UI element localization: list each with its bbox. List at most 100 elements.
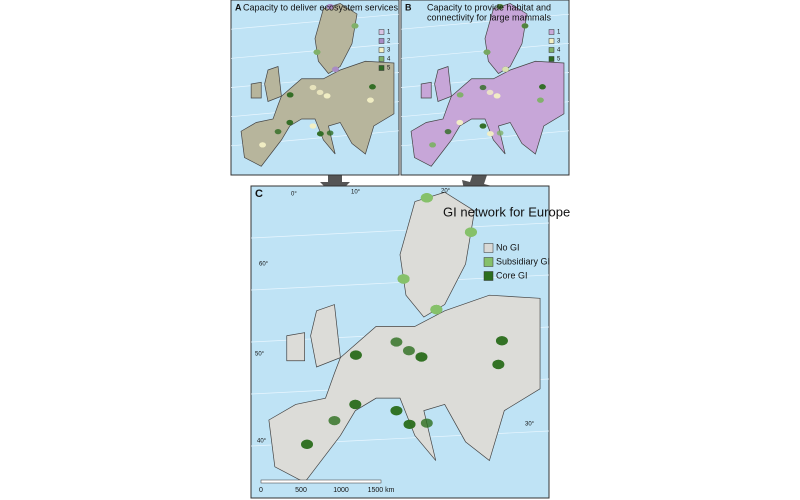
land-patch <box>539 84 546 90</box>
land-patch <box>537 97 544 103</box>
land-patch <box>309 84 317 91</box>
land <box>420 81 432 99</box>
land-patch <box>430 304 443 315</box>
land-patch <box>420 418 433 428</box>
land-patch <box>415 352 428 362</box>
land-patch <box>316 89 324 96</box>
land-patch <box>301 439 313 450</box>
land <box>268 294 541 483</box>
land-patch <box>402 346 415 356</box>
land-patch <box>397 274 410 284</box>
land-patch <box>390 337 403 347</box>
land-patch <box>286 119 294 126</box>
land-patch <box>487 131 494 137</box>
land <box>264 66 282 102</box>
legend-label: 5 <box>557 57 561 63</box>
land-patch <box>369 84 376 90</box>
legend-label: No GI <box>496 242 520 252</box>
graticule <box>250 222 550 239</box>
land-patch <box>479 84 487 91</box>
land-patch <box>456 119 464 126</box>
legend-label: Subsidiary GI <box>496 256 550 266</box>
land <box>434 66 452 102</box>
graticule-label: 30° <box>525 422 535 428</box>
land-patch <box>313 49 321 55</box>
legend-swatch <box>378 38 385 44</box>
land-patch <box>274 128 282 135</box>
land-patch <box>483 49 491 55</box>
land-patch <box>502 66 509 72</box>
panel-title: Capacity to provide habitat and <box>427 2 551 12</box>
panel-title: connectivity for large mammals <box>427 12 552 22</box>
land <box>314 3 358 74</box>
land <box>484 3 528 74</box>
land-patch <box>495 336 508 346</box>
legend-label: 3 <box>387 48 391 54</box>
graticule-label: 50° <box>255 352 265 358</box>
graticule-label: 40° <box>257 439 267 445</box>
land-patch <box>323 93 331 99</box>
land-patch <box>259 142 266 148</box>
land <box>399 191 475 318</box>
legend-swatch <box>548 38 555 44</box>
legend-swatch <box>548 29 555 35</box>
land-patch <box>444 128 452 135</box>
land-patch <box>326 4 334 10</box>
graticule <box>400 13 570 30</box>
legend-label: 1 <box>387 30 391 36</box>
legend-label: 1 <box>557 30 561 36</box>
legend-swatch <box>378 65 385 71</box>
land <box>310 304 341 368</box>
panel-title: GI network for Europe <box>443 204 570 219</box>
land-patch <box>486 89 494 96</box>
graticule-label: 20° <box>441 189 451 195</box>
land-patch <box>317 131 324 137</box>
legend-swatch <box>483 243 494 253</box>
land-patch <box>326 130 334 136</box>
land-patch <box>332 66 339 72</box>
panel-title: Capacity to deliver ecosystem services <box>243 2 399 12</box>
land-patch <box>309 123 317 129</box>
legend-swatch <box>378 29 385 35</box>
panel-label: B <box>405 2 412 12</box>
land-patch <box>496 4 504 10</box>
scale-label: 500 <box>295 487 307 494</box>
land-patch <box>456 92 464 98</box>
legend-label: 2 <box>387 39 391 45</box>
land-patch <box>349 399 362 410</box>
land-patch <box>492 359 505 370</box>
graticule <box>230 13 400 30</box>
land-patch <box>349 350 362 360</box>
land-patch <box>403 419 416 430</box>
land-patch <box>390 405 403 416</box>
land-patch <box>493 93 501 99</box>
land <box>240 60 395 167</box>
land-patch <box>367 97 374 103</box>
land <box>410 60 565 167</box>
panel-label: C <box>255 188 263 200</box>
legend-label: 4 <box>387 57 391 63</box>
legend-swatch <box>548 56 555 62</box>
panel-label: A <box>235 2 242 12</box>
graticule-label: 0° <box>291 192 297 198</box>
legend-label: 3 <box>557 39 561 45</box>
graticule-label: 10° <box>351 190 361 196</box>
legend-swatch <box>548 47 555 53</box>
land-patch <box>328 415 341 426</box>
land-patch <box>351 23 359 29</box>
land-patch <box>479 123 487 129</box>
scale-label: 0 <box>259 487 263 494</box>
land <box>250 81 262 99</box>
graticule-label: 60° <box>259 262 269 268</box>
land-patch <box>496 130 504 136</box>
legend-label: 4 <box>557 48 561 54</box>
legend-swatch <box>378 56 385 62</box>
scale-bar <box>260 479 382 484</box>
legend-swatch <box>378 47 385 53</box>
legend-swatch <box>483 257 494 267</box>
land-patch <box>420 193 433 203</box>
scale-label: 1000 <box>333 487 349 494</box>
legend-label: Core GI <box>496 270 528 280</box>
legend-swatch <box>483 271 494 281</box>
